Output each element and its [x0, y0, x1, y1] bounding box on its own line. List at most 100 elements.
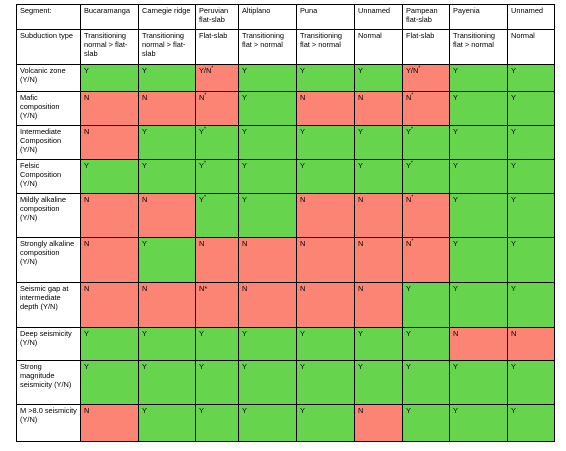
yes-cell: Y: [449, 282, 508, 328]
yes-cell: Y: [449, 360, 508, 406]
cell-value: Y: [300, 362, 305, 372]
asterisk-marker: *: [410, 126, 413, 133]
cell-value: N: [300, 284, 306, 294]
cell-value: Y: [84, 328, 89, 338]
cell-value: Y: [511, 195, 516, 205]
table-row: Felsic Composition (Y/N) Y Y Y* Y Y Y Y* Y Y: [16, 158, 555, 195]
cell-value: Y: [358, 66, 363, 76]
yes-cell: Y: [238, 326, 297, 362]
table-row: Intermediate Composition (Y/N) N Y Y* Y Y Y Y* Y…: [16, 125, 555, 160]
no-cell: N: [195, 237, 239, 284]
yes-cell: Y: [354, 326, 403, 362]
yes-cell: Y: [449, 64, 508, 92]
cell-value: Y: [142, 239, 147, 249]
cell-value: N: [406, 92, 412, 102]
cell-value: Y: [453, 362, 458, 372]
no-cell: N: [238, 282, 297, 328]
cell-value: Y: [300, 406, 305, 416]
cell-value: Y: [142, 127, 147, 137]
cell-value: Y: [199, 127, 204, 137]
yes-cell: Y: [449, 404, 508, 442]
yes-cell: Y: [195, 326, 239, 362]
cell-value: Y/N: [406, 66, 419, 76]
yes-cell: Y: [80, 158, 139, 195]
yes-cell: Y: [507, 282, 555, 328]
yes-cell: Y: [402, 360, 450, 406]
yes-cell: Y: [80, 360, 139, 406]
cell-value: N: [84, 195, 90, 205]
header-cell: Puna: [296, 3, 355, 31]
subduction-cell: Normal: [354, 29, 403, 66]
no-cell: N*: [402, 193, 450, 239]
no-cell: N: [507, 326, 555, 362]
cell-value: Y: [84, 160, 89, 170]
yes-cell: Y: [138, 158, 196, 195]
yes-cell: Y: [238, 193, 297, 239]
cell-value: N: [300, 92, 306, 102]
asterisk-marker: *: [411, 238, 414, 245]
cell-value: Y: [300, 328, 305, 338]
yes-cell: Y: [507, 360, 555, 406]
yes-cell: Y: [238, 64, 297, 92]
cell-value: Y: [242, 160, 247, 170]
cell-value: Y: [199, 195, 204, 205]
cell-value: N: [358, 92, 364, 102]
yes-cell: Y: [296, 360, 355, 406]
cell-value: N: [453, 328, 459, 338]
cell-value: Y: [453, 239, 458, 249]
yes-cell: Y: [238, 404, 297, 442]
subduction-type-row: Subduction type Transitioning normal > f…: [16, 29, 555, 66]
cell-value: Y: [511, 284, 516, 294]
row-label: Mildly alkaline composition (Y/N): [16, 193, 81, 239]
cell-value: Y: [84, 362, 89, 372]
yes-cell: Y: [138, 237, 196, 284]
cell-value: Y: [406, 406, 411, 416]
no-cell: Y/N*: [195, 64, 239, 92]
cell-value: Y: [142, 406, 147, 416]
yes-cell: Y: [138, 360, 196, 406]
cell-value: Y: [511, 66, 516, 76]
cell-value: Y: [300, 160, 305, 170]
header-cell: Altiplano: [238, 3, 297, 31]
row-label: Mafic composition (Y/N): [16, 90, 81, 127]
no-cell: N*: [195, 282, 239, 328]
cell-value: N*: [199, 284, 208, 294]
asterisk-marker: *: [211, 65, 214, 72]
cell-value: Y: [142, 160, 147, 170]
header-cell: Segment:: [16, 3, 81, 31]
cell-value: Y: [142, 66, 147, 76]
cell-value: N: [358, 195, 364, 205]
yes-cell: Y*: [402, 125, 450, 160]
cell-value: Y: [199, 160, 204, 170]
cell-value: Y: [406, 160, 411, 170]
cell-value: Y: [453, 66, 458, 76]
cell-value: Y: [142, 362, 147, 372]
cell-value: Y: [358, 362, 363, 372]
yes-cell: Y: [507, 237, 555, 284]
cell-value: N: [199, 239, 205, 249]
cell-value: Y: [406, 127, 411, 137]
yes-cell: Y: [449, 158, 508, 195]
cell-value: Y: [358, 328, 363, 338]
yes-cell: Y: [238, 90, 297, 127]
subduction-cell: Flat-slab: [195, 29, 239, 66]
cell-value: N: [511, 328, 517, 338]
yes-cell: Y: [507, 90, 555, 127]
yes-cell: Y*: [195, 158, 239, 195]
cell-value: N: [142, 195, 148, 205]
yes-cell: Y: [354, 125, 403, 160]
asterisk-marker: *: [203, 126, 206, 133]
table-row: Deep seismicity (Y/N) Y Y Y Y Y Y Y N N: [16, 326, 555, 362]
no-cell: N: [354, 90, 403, 127]
cell-value: Y: [406, 328, 411, 338]
yes-cell: Y: [402, 404, 450, 442]
row-label: Intermediate Composition (Y/N): [16, 125, 81, 160]
yes-cell: Y: [449, 193, 508, 239]
yes-cell: Y: [80, 64, 139, 92]
table-row: Mafic composition (Y/N) N N N* Y N N N* Y Y: [16, 90, 555, 127]
cell-value: N: [199, 92, 205, 102]
yes-cell: Y: [449, 237, 508, 284]
no-cell: N*: [195, 90, 239, 127]
cell-value: N: [84, 127, 90, 137]
asterisk-marker: *: [204, 92, 207, 99]
